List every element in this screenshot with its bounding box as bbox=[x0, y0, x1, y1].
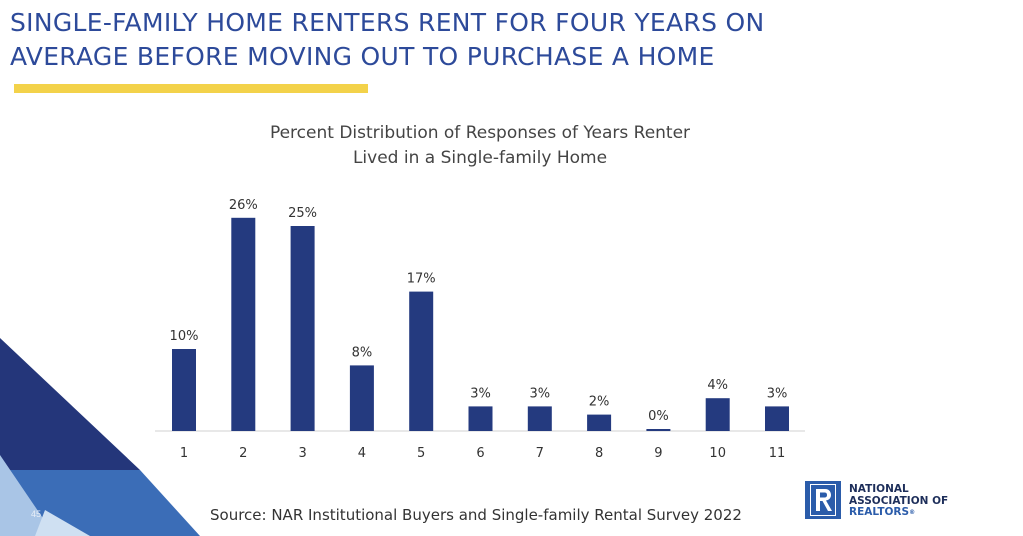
data-label-9: 0% bbox=[648, 409, 669, 424]
data-label-7: 3% bbox=[529, 386, 550, 401]
data-label-10: 4% bbox=[707, 378, 728, 393]
corner-decor-pale bbox=[35, 510, 90, 536]
bar-11 bbox=[765, 406, 789, 431]
corner-decor-light bbox=[0, 455, 55, 536]
bar-2 bbox=[231, 217, 256, 431]
bar-1 bbox=[172, 349, 196, 431]
bar-4 bbox=[349, 365, 374, 431]
x-tick-label-1: 1 bbox=[180, 446, 188, 461]
logo-line-2: ASSOCIATION OF bbox=[849, 494, 949, 507]
data-label-1: 10% bbox=[170, 329, 199, 344]
x-tick-label-6: 6 bbox=[476, 446, 484, 461]
data-label-6: 3% bbox=[470, 386, 491, 401]
bar-series: 10% 1 26% 2 25% 3 8% 4 17% 5 3% 6 3% 7 2% 8 0% 9 4% 10 3% 11 bbox=[170, 198, 789, 461]
nar-logo: NATIONAL ASSOCIATION OF REALTORS® bbox=[805, 481, 995, 523]
x-tick-label-8: 8 bbox=[595, 446, 603, 461]
data-label-8: 2% bbox=[589, 395, 610, 410]
bar-6 bbox=[468, 406, 493, 431]
bar-7 bbox=[527, 406, 552, 431]
x-tick-label-10: 10 bbox=[709, 446, 726, 461]
x-tick-label-9: 9 bbox=[654, 446, 662, 461]
logo-line-1: NATIONAL bbox=[849, 483, 909, 495]
bar-8 bbox=[587, 414, 612, 431]
logo-registered-mark: ® bbox=[909, 509, 916, 516]
headline-line-1: SINGLE-FAMILY HOME RENTERS RENT FOR FOUR… bbox=[10, 8, 765, 37]
headline-line-2: AVERAGE BEFORE MOVING OUT TO PURCHASE A … bbox=[10, 42, 715, 71]
logo-line-3: REALTORS bbox=[849, 506, 910, 518]
x-tick-label-4: 4 bbox=[358, 446, 366, 461]
bar-5 bbox=[409, 291, 434, 431]
data-label-11: 3% bbox=[767, 386, 788, 401]
chart-title-line-2: Lived in a Single-family Home bbox=[352, 148, 608, 168]
r-glyph-icon bbox=[810, 484, 836, 516]
page-number: 45 bbox=[31, 509, 42, 519]
data-label-4: 8% bbox=[352, 345, 373, 360]
x-tick-label-3: 3 bbox=[298, 446, 306, 461]
accent-underline bbox=[14, 84, 368, 93]
x-tick-label-5: 5 bbox=[417, 446, 425, 461]
chart-title-line-1: Percent Distribution of Responses of Yea… bbox=[269, 123, 691, 143]
realtor-r-logo-icon bbox=[805, 481, 841, 519]
chart-title: Percent Distribution of Responses of Yea… bbox=[180, 121, 780, 171]
data-label-2: 26% bbox=[229, 198, 258, 213]
bar-10 bbox=[705, 398, 730, 431]
data-label-5: 17% bbox=[407, 272, 436, 287]
source-note: Source: NAR Institutional Buyers and Sin… bbox=[210, 506, 742, 524]
x-tick-label-2: 2 bbox=[239, 446, 247, 461]
bar-3 bbox=[290, 226, 315, 431]
data-label-3: 25% bbox=[288, 206, 317, 221]
x-tick-label-7: 7 bbox=[536, 446, 544, 461]
logo-wordmark: NATIONAL ASSOCIATION OF REALTORS® bbox=[849, 483, 949, 519]
slide-headline: SINGLE-FAMILY HOME RENTERS RENT FOR FOUR… bbox=[10, 6, 1000, 74]
corner-decor-dark bbox=[0, 338, 140, 470]
bar-9 bbox=[646, 429, 671, 431]
x-tick-label-11: 11 bbox=[769, 446, 786, 461]
